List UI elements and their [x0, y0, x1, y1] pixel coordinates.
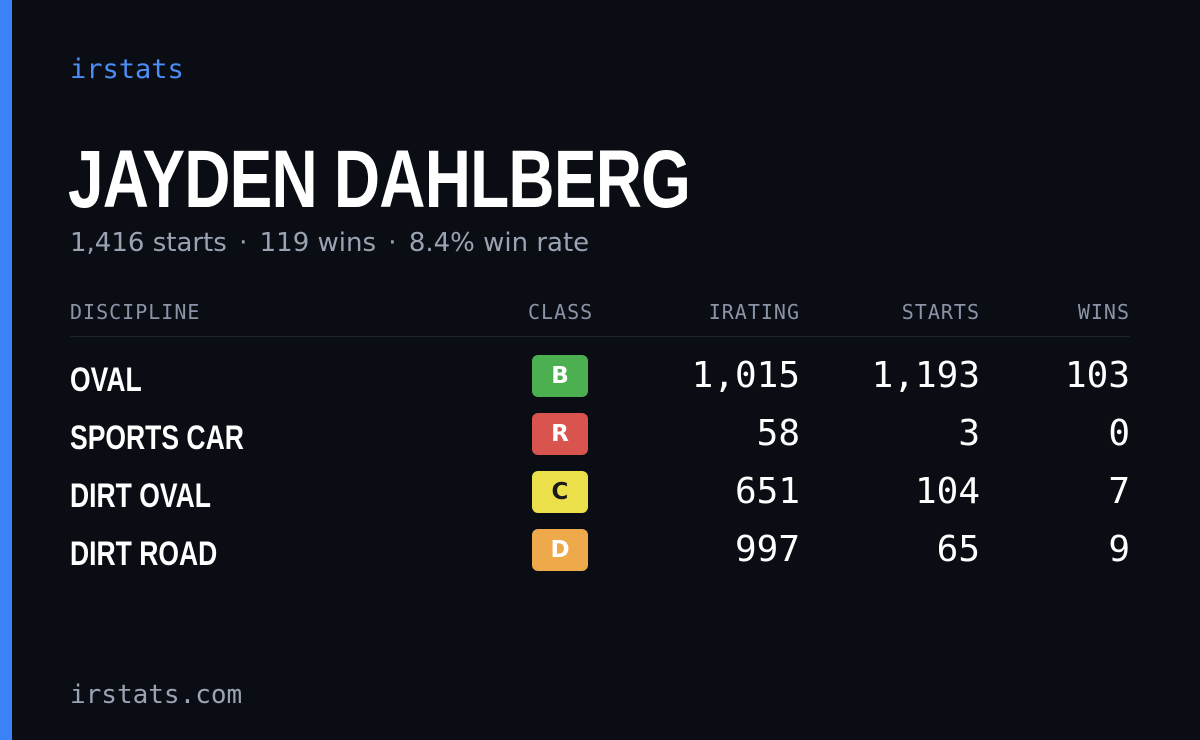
header-wins: WINS	[1077, 300, 1130, 324]
discipline-name: OVAL	[70, 361, 142, 399]
header-discipline: DISCIPLINE	[70, 300, 201, 324]
license-class-badge: R	[532, 413, 588, 455]
separator: ·	[239, 228, 248, 258]
starts-value: 65	[936, 529, 980, 570]
irating-value: 1,015	[691, 355, 800, 396]
license-class-badge: B	[532, 355, 588, 397]
total-starts: 1,416 starts	[70, 228, 227, 258]
header-starts: STARTS	[901, 300, 980, 324]
wins-value: 7	[1108, 471, 1130, 512]
starts-value: 3	[958, 413, 980, 454]
irating-value: 651	[734, 471, 800, 512]
starts-value: 104	[914, 471, 980, 512]
table-row: SPORTS CAR R 58 3 0	[70, 413, 1130, 471]
driver-name: JAYDEN DAHLBERG	[68, 134, 691, 225]
irating-value: 58	[756, 413, 800, 454]
header-irating: IRATING	[708, 300, 800, 324]
brand-logo-text[interactable]: irstats	[70, 54, 184, 85]
table-body: OVAL B 1,015 1,193 103 SPORTS CAR R 58 3…	[70, 337, 1130, 587]
driver-summary: 1,416 starts · 119 wins · 8.4% win rate	[70, 228, 589, 258]
header-class: CLASS	[528, 300, 594, 324]
separator: ·	[388, 228, 397, 258]
irating-value: 997	[734, 529, 800, 570]
discipline-table: DISCIPLINE CLASS IRATING STARTS WINS OVA…	[70, 296, 1130, 587]
accent-bar	[0, 0, 12, 740]
total-wins: 119 wins	[259, 228, 377, 258]
starts-value: 1,193	[871, 355, 980, 396]
wins-value: 9	[1108, 529, 1130, 570]
discipline-name: DIRT OVAL	[70, 477, 211, 515]
table-row: DIRT OVAL C 651 104 7	[70, 471, 1130, 529]
win-rate: 8.4% win rate	[408, 228, 590, 258]
table-row: DIRT ROAD D 997 65 9	[70, 529, 1130, 587]
wins-value: 103	[1064, 355, 1130, 396]
table-header: DISCIPLINE CLASS IRATING STARTS WINS	[70, 296, 1130, 337]
discipline-name: DIRT ROAD	[70, 535, 218, 573]
table-row: OVAL B 1,015 1,193 103	[70, 355, 1130, 413]
discipline-name: SPORTS CAR	[70, 419, 244, 457]
wins-value: 0	[1108, 413, 1130, 454]
license-class-badge: C	[532, 471, 588, 513]
footer-url[interactable]: irstats.com	[70, 680, 243, 710]
license-class-badge: D	[532, 529, 588, 571]
